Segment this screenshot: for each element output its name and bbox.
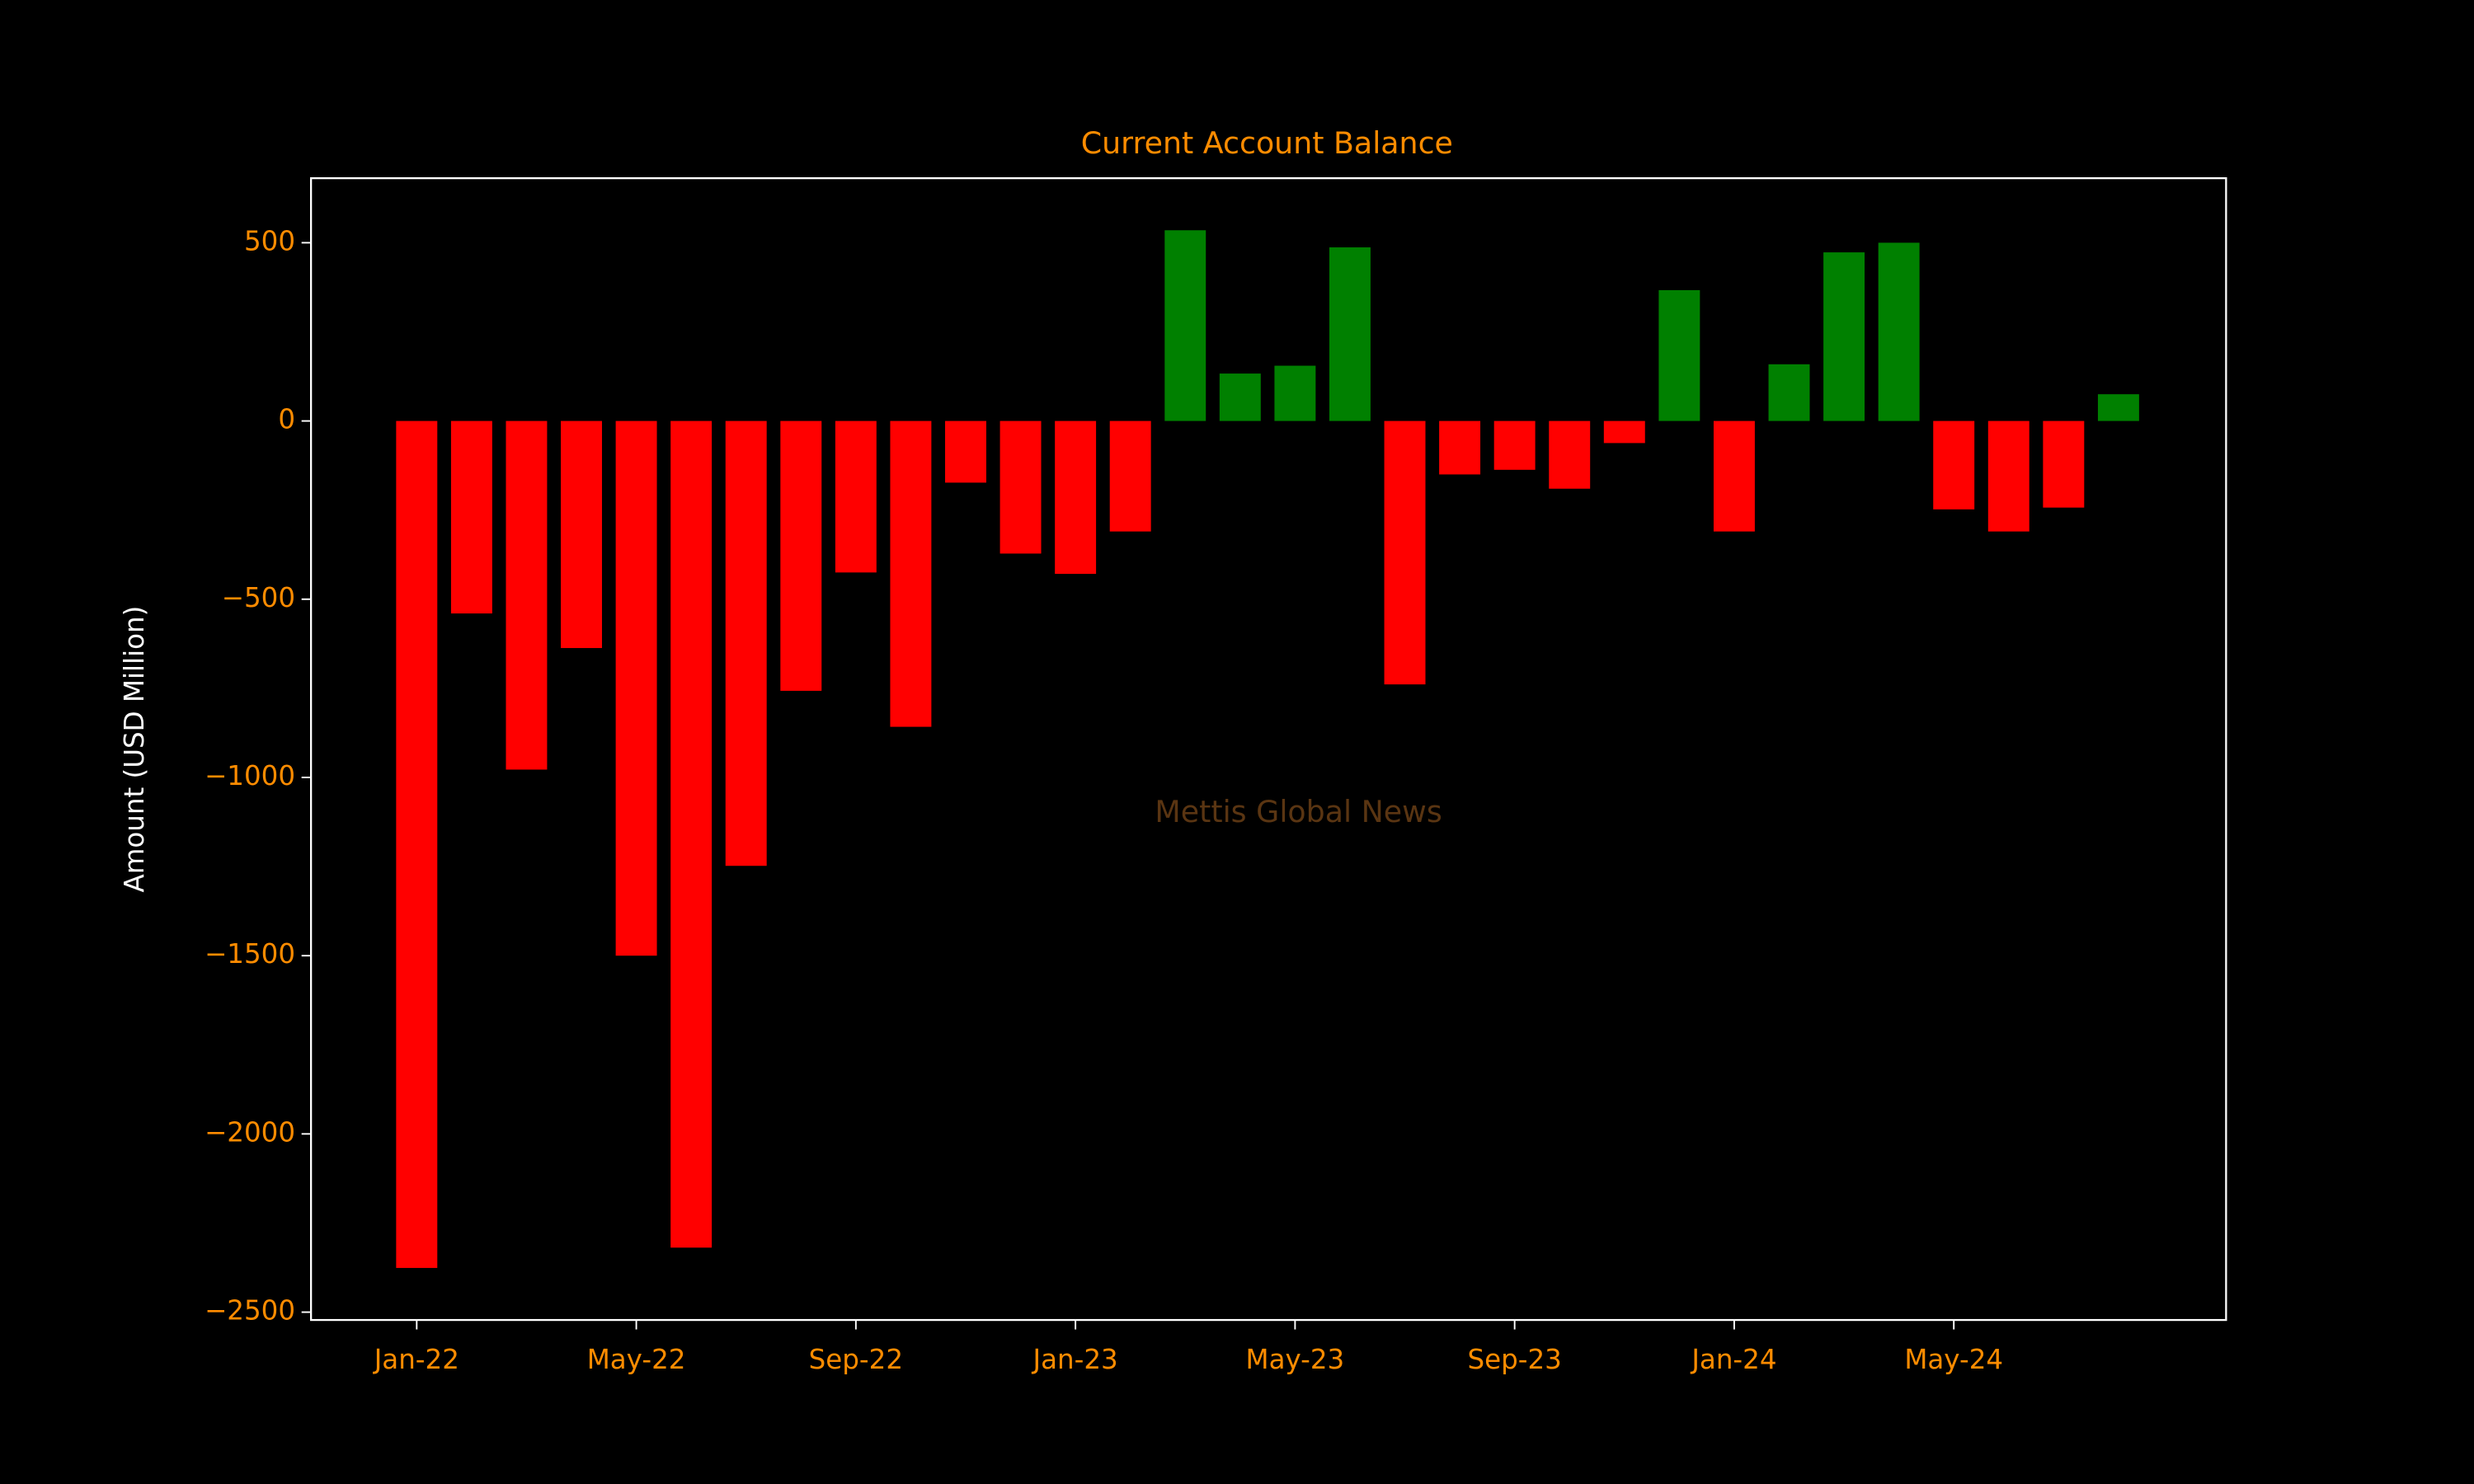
- bar: [396, 420, 438, 1268]
- bar: [1384, 420, 1426, 685]
- x-tick-label: Jan-23: [1032, 1344, 1118, 1375]
- bar: [780, 420, 822, 691]
- bar: [1274, 365, 1316, 421]
- x-tick-label: Sep-23: [1467, 1344, 1561, 1375]
- bar: [945, 420, 986, 483]
- bar: [1878, 242, 1920, 421]
- y-tick-label: −2500: [205, 1295, 295, 1327]
- bar: [1987, 420, 2030, 532]
- x-tick-label: Sep-22: [809, 1344, 903, 1375]
- bar: [1933, 420, 1975, 510]
- bar: [1823, 252, 1865, 421]
- bar: [1658, 289, 1700, 421]
- bar: [615, 420, 657, 956]
- bar: [890, 420, 932, 727]
- bar: [1329, 247, 1371, 421]
- bar: [835, 420, 877, 573]
- x-tick-label: May-24: [1904, 1344, 2003, 1375]
- y-tick-label: 500: [244, 225, 295, 256]
- y-tick-label: −500: [222, 582, 295, 613]
- bar: [1713, 420, 1755, 532]
- x-tick-label: Jan-24: [1690, 1344, 1776, 1375]
- bar: [450, 420, 492, 614]
- bar: [561, 420, 602, 649]
- bar: [999, 420, 1042, 554]
- bar: [1439, 420, 1481, 475]
- bar: [1493, 420, 1536, 470]
- bar: [2043, 420, 2085, 508]
- bar: [1055, 420, 1097, 575]
- bar: [1549, 420, 1591, 489]
- bar: [1603, 420, 1645, 444]
- y-tick-label: 0: [278, 404, 295, 435]
- bar: [506, 420, 548, 770]
- bar: [725, 420, 767, 866]
- y-tick-label: −1000: [205, 760, 295, 791]
- x-tick-label: May-23: [1246, 1344, 1345, 1375]
- bar: [1768, 364, 1810, 421]
- bar: [2097, 394, 2139, 421]
- x-tick-label: May-22: [587, 1344, 686, 1375]
- x-tick-label: Jan-22: [373, 1344, 459, 1375]
- bar: [1164, 230, 1206, 421]
- bar: [670, 420, 713, 1248]
- bar: [1109, 420, 1151, 532]
- y-axis-label: Amount (USD Million): [119, 606, 150, 893]
- chart-title: Current Account Balance: [1081, 125, 1453, 161]
- y-tick-label: −2000: [205, 1116, 295, 1148]
- bar: [1219, 373, 1261, 421]
- plot-frame: [310, 177, 2227, 1322]
- watermark: Mettis Global News: [1155, 794, 1442, 829]
- y-tick-label: −1500: [205, 938, 295, 970]
